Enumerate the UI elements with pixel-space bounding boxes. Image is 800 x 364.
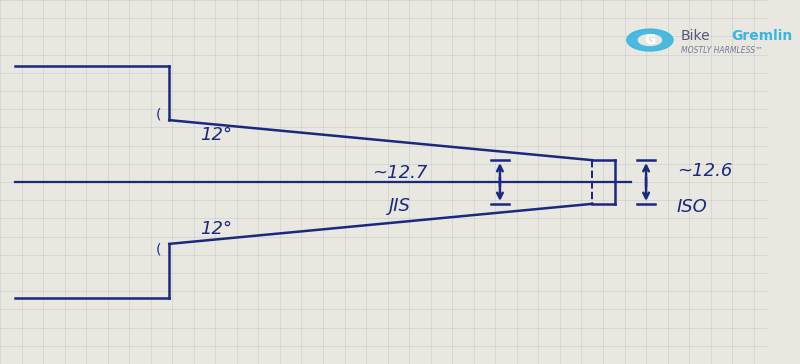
- Text: ISO: ISO: [677, 198, 707, 217]
- Text: (: (: [156, 242, 162, 256]
- Text: (: (: [156, 108, 162, 122]
- Text: JIS: JIS: [389, 197, 411, 214]
- Text: ~12.6: ~12.6: [677, 162, 732, 180]
- Text: Gremlin: Gremlin: [731, 29, 793, 43]
- Text: Bike: Bike: [681, 29, 710, 43]
- Text: ~12.7: ~12.7: [372, 164, 428, 182]
- Text: MOSTLY HARMLESS™: MOSTLY HARMLESS™: [681, 47, 762, 55]
- Circle shape: [627, 29, 673, 51]
- Text: 12°: 12°: [200, 126, 232, 144]
- Circle shape: [638, 35, 662, 46]
- Text: 12°: 12°: [200, 220, 232, 238]
- Text: G: G: [644, 33, 656, 47]
